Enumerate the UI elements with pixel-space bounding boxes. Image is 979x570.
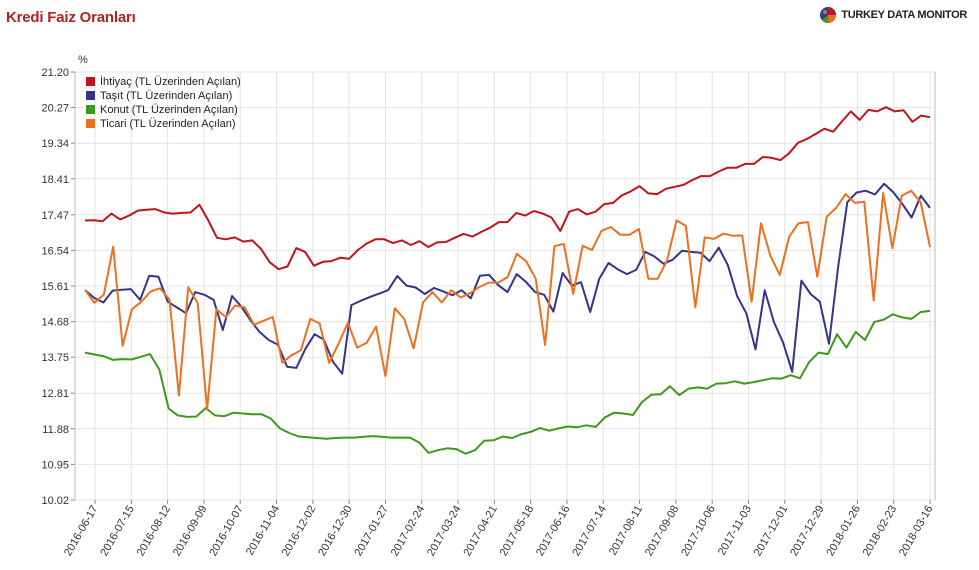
x-tick-label: 2016-09-09: [171, 504, 210, 559]
x-tick-label: 2016-12-30: [316, 504, 355, 559]
x-tick-label: 2016-12-02: [280, 504, 319, 559]
x-tick-label: 2017-09-08: [643, 504, 682, 559]
y-tick-label: 20.27: [41, 103, 69, 115]
y-tick-label: 13.75: [41, 352, 69, 364]
legend-label-ihtiyac: İhtiyaç (TL Üzerinden Açılan): [100, 75, 241, 88]
y-tick-label: 10.02: [41, 495, 69, 507]
grid-layer: [74, 71, 936, 501]
legend-swatch-konut: [86, 105, 95, 114]
x-tick-label: 2016-07-15: [98, 504, 137, 559]
y-axis: 21.20 20.27 19.34 18.41 17.47 16.54 15.61 14.68…: [41, 67, 75, 507]
series-line-ihtiyac: [84, 106, 931, 271]
x-tick-label: 2017-04-21: [461, 504, 500, 559]
x-tick-label: 2018-02-23: [861, 504, 900, 559]
y-tick-label: 19.34: [41, 138, 69, 150]
legend-label-ticari: Ticari (TL Üzerinden Açılan): [100, 118, 236, 130]
x-tick-label: 2017-11-03: [716, 504, 754, 558]
x-tick-label: 2016-11-04: [244, 504, 282, 558]
brand-logo: TURKEY DATA MONITOR: [819, 6, 967, 24]
series-layer: [84, 106, 931, 455]
x-tick-label: 2017-07-14: [570, 504, 609, 559]
brand-name: TURKEY DATA MONITOR: [841, 9, 967, 21]
y-tick-label: 14.68: [41, 317, 69, 329]
x-tick-label: 2017-02-24: [389, 504, 428, 559]
series-line-konut: [84, 309, 931, 455]
x-tick-label: 2017-06-16: [534, 504, 573, 559]
x-tick-label: 2017-12-01: [752, 504, 791, 559]
legend-swatch-ticari: [86, 119, 95, 128]
legend-label-konut: Konut (TL Üzerinden Açılan): [100, 104, 238, 116]
x-tick-label: 2017-05-18: [498, 504, 537, 559]
brand-globe-icon: [820, 7, 837, 23]
x-tick-label: 2017-10-06: [679, 504, 718, 559]
y-tick-label: 18.41: [41, 174, 69, 186]
legend-swatch-tasit: [86, 91, 95, 100]
x-tick-label: 2018-01-26: [824, 504, 863, 559]
x-tick-label: 2018-03-16: [897, 504, 936, 559]
x-tick-label: 2016-10-07: [207, 504, 246, 559]
x-tick-label: 2017-08-11: [607, 504, 645, 558]
y-axis-label: %: [78, 54, 88, 66]
page-title: Kredi Faiz Oranları: [6, 9, 136, 26]
x-tick-label: 2017-12-29: [788, 504, 827, 559]
legend: İhtiyaç (TL Üzerinden Açılan) Taşıt (TL Ü…: [86, 75, 241, 130]
legend-swatch-ihtiyac: [86, 77, 95, 86]
y-tick-label: 10.95: [41, 459, 69, 471]
legend-label-tasit: Taşıt (TL Üzerinden Açılan): [100, 90, 232, 102]
x-tick-label: 2016-06-17: [62, 504, 101, 559]
y-tick-label: 12.81: [41, 388, 69, 400]
y-tick-label: 11.88: [42, 424, 69, 436]
y-tick-label: 21.20: [41, 67, 69, 79]
x-axis: 2016-06-172016-07-152016-08-122016-09-09…: [62, 500, 936, 558]
x-tick-label: 2017-03-24: [425, 503, 464, 558]
x-tick-label: 2017-01-27: [352, 504, 391, 559]
series-line-ticari: [84, 189, 931, 411]
x-tick-label: 2016-08-12: [135, 504, 174, 559]
y-tick-label: 15.61: [41, 281, 69, 293]
y-tick-label: 16.54: [41, 245, 69, 257]
series-line-tasit: [84, 182, 931, 375]
y-tick-label: 17.47: [41, 210, 69, 222]
